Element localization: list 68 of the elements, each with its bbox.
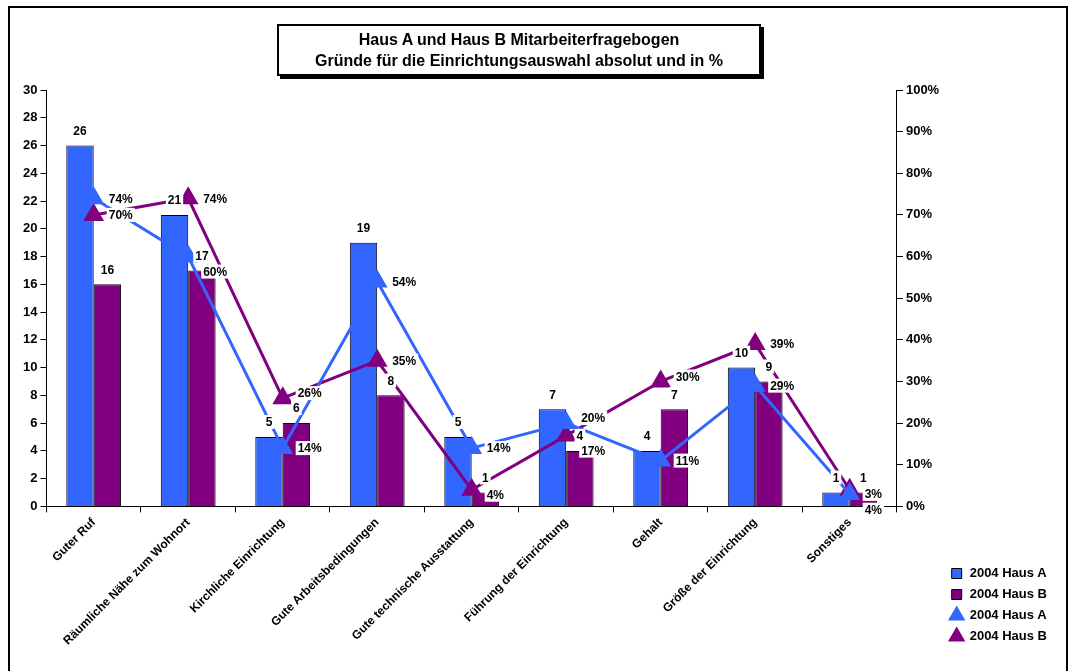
data-label: 30% [675, 369, 701, 384]
y-tick-label: 0 [30, 497, 38, 513]
data-label: 29% [770, 378, 795, 393]
y-tick-label: 20 [22, 220, 38, 236]
data-label: 20% [581, 411, 606, 426]
y2-tick-label: 10% [905, 456, 933, 472]
y-tick-label: 10 [22, 359, 38, 375]
chart-title: Haus A und Haus B Mitarbeiterfragebogen Gründe für die Einrichtungsauswahl absolut und in % [277, 24, 761, 76]
data-label: 11% [675, 453, 700, 468]
data-label: 60% [203, 264, 228, 279]
data-label: 7 [671, 387, 679, 402]
data-label: 1 [860, 470, 868, 485]
data-label: 6 [293, 401, 301, 416]
data-label: 14% [297, 441, 323, 456]
y-tick-label: 18 [22, 248, 38, 264]
y-tick-label: 12 [22, 331, 38, 347]
legend-label: 2004 Haus A [969, 607, 1048, 623]
y-tick-label: 6 [30, 414, 38, 430]
y-tick-label: 24 [22, 164, 39, 180]
data-label: 35% [392, 353, 417, 368]
y2-tick-label: 60% [905, 248, 933, 264]
data-label: 1 [832, 470, 840, 485]
legend-label: 2004 Haus B [969, 586, 1048, 602]
y-tick-label: 16 [22, 275, 38, 291]
y2-tick-label: 20% [905, 414, 933, 430]
y-tick-label: 22 [22, 192, 38, 208]
y2-tick-label: 0% [905, 497, 926, 513]
y2-tick-label: 50% [905, 289, 933, 305]
data-label: 26 [73, 123, 87, 138]
y-tick-label: 14 [22, 303, 39, 319]
data-label: 14% [486, 441, 512, 456]
legend-label: 2004 Haus A [969, 565, 1048, 581]
data-label: 54% [392, 274, 417, 289]
data-label: 16 [100, 262, 115, 277]
data-label: 70% [108, 208, 134, 223]
data-label: 17% [581, 443, 606, 458]
data-label: 74% [108, 191, 134, 206]
y2-tick-label: 80% [905, 164, 933, 180]
data-label: 4 [576, 429, 584, 444]
data-label: 8 [387, 373, 395, 388]
y2-tick-label: 30% [905, 373, 933, 389]
data-label: 4% [864, 503, 883, 518]
y-tick-label: 8 [30, 386, 38, 402]
data-label: 17 [195, 248, 209, 263]
y-tick-label: 4 [30, 442, 39, 458]
y2-tick-label: 70% [905, 206, 933, 222]
data-label: 3% [864, 487, 883, 502]
data-label: 21 [167, 193, 182, 208]
data-label: 26% [297, 386, 323, 401]
y-tick-label: 26 [22, 137, 38, 153]
y2-tick-label: 40% [905, 331, 933, 347]
data-label: 4 [643, 429, 651, 444]
data-label: 5 [265, 415, 273, 430]
data-label: 9 [765, 359, 773, 374]
data-label: 74% [203, 191, 228, 206]
y-tick-label: 28 [22, 109, 38, 125]
data-label: 5 [454, 415, 462, 430]
legend-label: 2004 Haus B [969, 628, 1048, 644]
data-label: 10 [734, 345, 749, 360]
data-label: 39% [770, 337, 795, 352]
data-label: 19 [356, 220, 371, 235]
y2-tick-label: 90% [905, 123, 933, 139]
y-tick-label: 2 [30, 470, 38, 486]
data-label: 7 [549, 387, 557, 402]
data-label: 4% [486, 488, 505, 503]
data-label: 1 [482, 470, 490, 485]
y-tick-label: 30 [22, 81, 38, 97]
y2-tick-label: 100% [905, 81, 940, 97]
